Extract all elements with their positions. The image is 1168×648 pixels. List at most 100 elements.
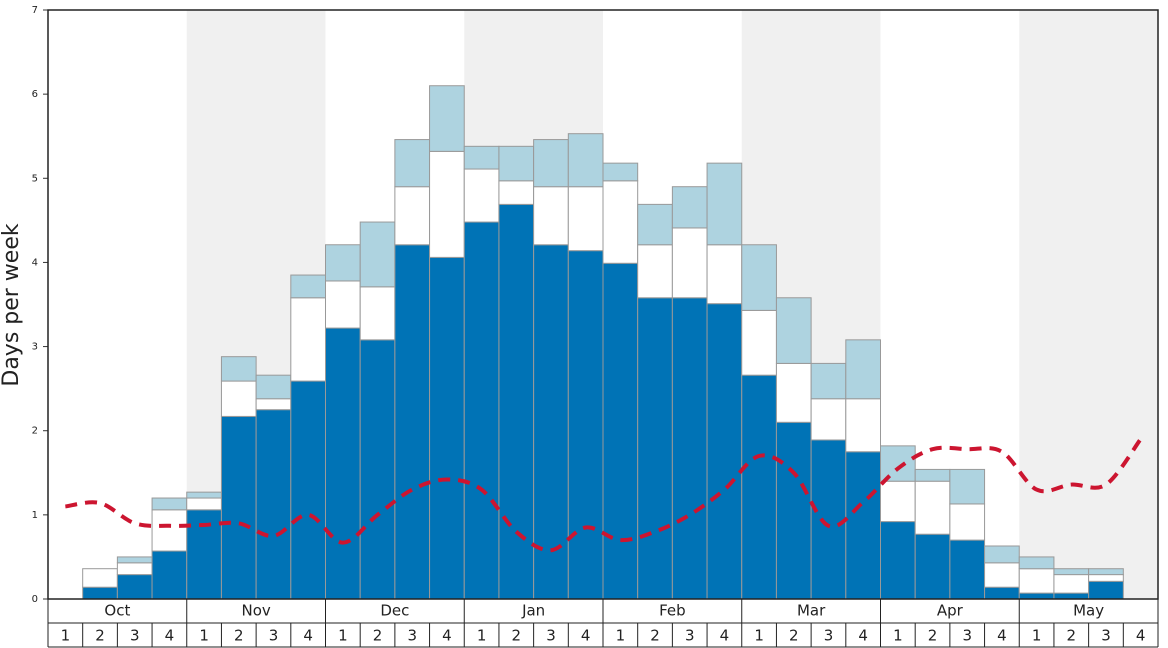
- bar-segment: [463, 221, 500, 600]
- week-label: 1: [61, 627, 71, 645]
- week-label: 2: [373, 627, 383, 645]
- bar-segment: [116, 562, 153, 576]
- bar-segment: [255, 409, 292, 600]
- bar-segment: [116, 574, 153, 600]
- week-label: 4: [997, 627, 1007, 645]
- week-label: 3: [546, 627, 556, 645]
- bar-segment: [984, 586, 1020, 600]
- bar-segment: [533, 244, 569, 600]
- bar-segment: [325, 280, 361, 329]
- bar-segment: [1053, 568, 1090, 576]
- bar-segment: [498, 203, 535, 600]
- bar-segment: [533, 186, 569, 246]
- week-label: 1: [199, 627, 209, 645]
- y-tick-label: 1: [32, 510, 38, 521]
- bar-segment: [984, 562, 1020, 588]
- bar-segment: [810, 362, 847, 400]
- trend-line: [65, 437, 1143, 553]
- bar-segment: [498, 180, 535, 205]
- bar-segment: [741, 309, 777, 376]
- bar-segment: [220, 356, 257, 382]
- bar-segment: [325, 244, 361, 282]
- week-label: 1: [338, 627, 348, 645]
- bar-segment: [1053, 592, 1090, 600]
- week-label: 4: [1136, 627, 1146, 645]
- week-label: 1: [754, 627, 764, 645]
- bar-segment: [290, 297, 326, 382]
- bar-segment: [914, 468, 951, 482]
- bar-segment: [463, 168, 500, 223]
- bar-segment: [637, 203, 673, 246]
- bar-segment: [845, 398, 881, 453]
- bar-segment: [637, 297, 673, 600]
- bar-segment: [880, 480, 916, 523]
- bar-segment: [116, 556, 153, 564]
- bar-segment: [845, 339, 881, 400]
- week-label: 1: [477, 627, 487, 645]
- bar-segment: [949, 468, 986, 505]
- week-label: 4: [720, 627, 730, 645]
- bar-segment: [359, 221, 396, 288]
- week-label: 2: [512, 627, 522, 645]
- month-label: Oct: [104, 602, 130, 620]
- bar-segment: [775, 297, 812, 364]
- bar-segment: [429, 85, 465, 152]
- week-label: 4: [165, 627, 175, 645]
- week-label: 3: [1101, 627, 1111, 645]
- y-axis-label: Days per week: [0, 223, 24, 386]
- bar-segment: [706, 303, 743, 600]
- week-label: 2: [928, 627, 938, 645]
- week-label: 3: [824, 627, 834, 645]
- week-label: 3: [269, 627, 279, 645]
- bar-segment: [914, 480, 951, 535]
- bar-segment: [82, 586, 118, 600]
- month-label: May: [1073, 602, 1104, 620]
- bar-segment: [949, 503, 986, 541]
- month-label: Mar: [797, 602, 826, 620]
- bar-segment: [151, 550, 188, 600]
- week-label: 2: [1067, 627, 1077, 645]
- week-label: 2: [95, 627, 105, 645]
- bar-segment: [914, 533, 951, 600]
- week-label: 3: [685, 627, 695, 645]
- week-label: 3: [407, 627, 417, 645]
- bar-segment: [290, 274, 326, 299]
- bar-segment: [186, 497, 222, 511]
- week-label: 2: [234, 627, 244, 645]
- week-label: 1: [893, 627, 903, 645]
- week-label: 4: [442, 627, 452, 645]
- bar-segment: [845, 451, 881, 600]
- bar-segment: [255, 374, 292, 400]
- week-label: 4: [303, 627, 313, 645]
- bar-segment: [220, 415, 257, 600]
- bar-segment: [1088, 580, 1124, 600]
- week-label: 4: [858, 627, 868, 645]
- bar-segment: [602, 262, 639, 600]
- bar-segment: [498, 145, 535, 182]
- bar-segment: [394, 244, 431, 600]
- bar-segment: [567, 250, 604, 600]
- bar-segment: [671, 227, 708, 299]
- bar-segment: [82, 568, 118, 588]
- week-label: 2: [789, 627, 799, 645]
- bar-segment: [1088, 568, 1124, 576]
- bar-segment: [775, 362, 812, 423]
- bar-segment: [741, 374, 777, 600]
- bar-segment: [359, 339, 396, 600]
- month-label: Apr: [937, 602, 964, 620]
- bar-segment: [151, 497, 188, 511]
- week-label: 1: [1032, 627, 1042, 645]
- bar-segment: [706, 162, 743, 246]
- bar-segment: [394, 186, 431, 246]
- bar-segment: [359, 286, 396, 341]
- bar-segment: [1088, 574, 1124, 582]
- bar-segment: [325, 327, 361, 600]
- bar-segment: [1053, 574, 1090, 594]
- y-tick-label: 7: [32, 5, 38, 16]
- bar-segment: [880, 521, 916, 600]
- bar-segment: [637, 244, 673, 299]
- bar-segment: [394, 139, 431, 188]
- month-label: Nov: [241, 602, 270, 620]
- bar-segment: [984, 545, 1020, 564]
